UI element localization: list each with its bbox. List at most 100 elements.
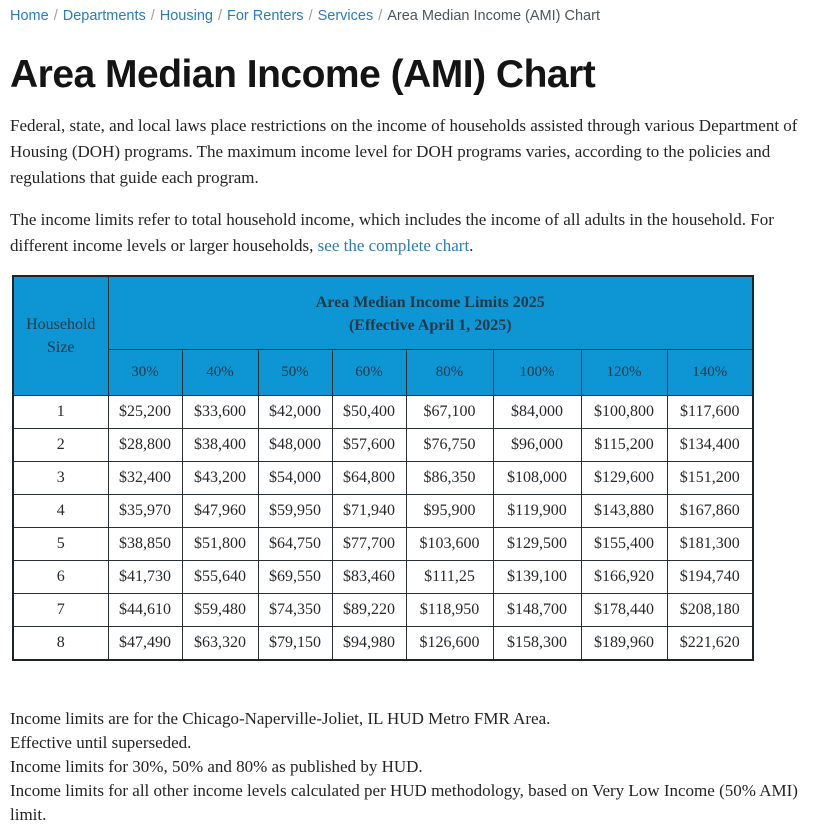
income-value-cell: $155,400 xyxy=(580,526,668,561)
column-header-40pct: 40% xyxy=(181,348,259,396)
income-value-cell: $167,860 xyxy=(666,493,754,528)
income-value-cell: $158,300 xyxy=(492,625,582,661)
income-value-cell: $84,000 xyxy=(492,394,582,429)
breadcrumb-link-for-renters[interactable]: For Renters xyxy=(227,8,304,24)
column-header-140pct: 140% xyxy=(666,348,754,396)
income-value-cell: $103,600 xyxy=(405,526,494,561)
table-title-cell: Area Median Income Limits 2025 (Effectiv… xyxy=(107,275,754,350)
income-value-cell: $47,490 xyxy=(107,625,183,661)
income-value-cell: $129,600 xyxy=(580,460,668,495)
income-value-cell: $108,000 xyxy=(492,460,582,495)
column-header-30pct: 30% xyxy=(107,348,183,396)
household-size-cell: 7 xyxy=(12,592,109,627)
column-header-100pct: 100% xyxy=(492,348,582,396)
income-value-cell: $64,800 xyxy=(331,460,407,495)
income-value-cell: $25,200 xyxy=(107,394,183,429)
column-header-60pct: 60% xyxy=(331,348,407,396)
table-title-line2: (Effective April 1, 2025) xyxy=(348,316,512,334)
household-size-cell: 4 xyxy=(12,493,109,528)
table-title-line1: Area Median Income Limits 2025 xyxy=(315,293,545,311)
income-value-cell: $38,850 xyxy=(107,526,183,561)
income-value-cell: $194,740 xyxy=(666,559,754,594)
income-value-cell: $126,600 xyxy=(405,625,494,661)
table-row: 7 $44,610 $59,480 $74,350 $89,220 $118,950 $14… xyxy=(12,592,754,627)
income-value-cell: $74,350 xyxy=(257,592,333,627)
income-value-cell: $43,200 xyxy=(181,460,259,495)
income-value-cell: $118,950 xyxy=(405,592,494,627)
breadcrumb-separator: / xyxy=(217,8,222,24)
breadcrumb-link-housing[interactable]: Housing xyxy=(159,8,213,24)
ami-table-header: Household Size Area Median Income Limits… xyxy=(12,275,754,396)
note-methodology: Income limits for all other income level… xyxy=(10,780,798,824)
breadcrumb: Home / Departments / Housing / For Renters / Ser… xyxy=(10,6,817,24)
income-value-cell: $148,700 xyxy=(492,592,582,627)
income-value-cell: $139,100 xyxy=(492,559,582,594)
income-value-cell: $89,220 xyxy=(331,592,407,627)
table-row: 8 $47,490 $63,320 $79,150 $94,980 $126,600 $15… xyxy=(12,625,754,661)
income-value-cell: $221,620 xyxy=(666,625,754,661)
income-value-cell: $129,500 xyxy=(492,526,582,561)
income-value-cell: $67,100 xyxy=(405,394,494,429)
income-value-cell: $189,960 xyxy=(580,625,668,661)
income-value-cell: $64,750 xyxy=(257,526,333,561)
household-size-cell: 2 xyxy=(12,427,109,462)
ami-table: Household Size Area Median Income Limits… xyxy=(12,274,754,661)
breadcrumb-link-services[interactable]: Services xyxy=(317,8,374,24)
income-value-cell: $151,200 xyxy=(666,460,754,495)
limits-paragraph-period: . xyxy=(469,235,474,255)
page-title: Area Median Income (AMI) Chart xyxy=(10,53,596,96)
notes-section: Income limits are for the Chicago-Naperv… xyxy=(10,707,817,827)
income-value-cell: $47,960 xyxy=(181,493,259,528)
household-size-header: Household Size xyxy=(12,275,109,396)
household-size-cell: 5 xyxy=(12,526,109,561)
income-value-cell: $55,640 xyxy=(181,559,259,594)
table-row: 5 $38,850 $51,800 $64,750 $77,700 $103,600 $12… xyxy=(12,526,754,561)
income-value-cell: $94,980 xyxy=(331,625,407,661)
household-size-cell: 3 xyxy=(12,460,109,495)
income-value-cell: $71,940 xyxy=(331,493,407,528)
note-area: Income limits are for the Chicago-Naperv… xyxy=(10,708,551,728)
table-row: 6 $41,730 $55,640 $69,550 $83,460 $111,25 $139… xyxy=(12,559,754,594)
income-value-cell: $32,400 xyxy=(107,460,183,495)
income-value-cell: $79,150 xyxy=(257,625,333,661)
complete-chart-link[interactable]: see the complete chart xyxy=(317,235,470,255)
limits-paragraph-text: The income limits refer to total househo… xyxy=(10,209,774,255)
column-header-50pct: 50% xyxy=(257,348,333,396)
income-value-cell: $95,900 xyxy=(405,493,494,528)
income-value-cell: $41,730 xyxy=(107,559,183,594)
breadcrumb-current-page: Area Median Income (AMI) Chart xyxy=(387,8,600,24)
column-header-80pct: 80% xyxy=(405,348,494,396)
note-hud-published: Income limits for 30%, 50% and 80% as pu… xyxy=(10,756,423,776)
breadcrumb-separator: / xyxy=(53,8,58,24)
income-value-cell: $57,600 xyxy=(331,427,407,462)
income-value-cell: $59,950 xyxy=(257,493,333,528)
income-value-cell: $119,900 xyxy=(492,493,582,528)
household-size-cell: 1 xyxy=(12,394,109,429)
income-value-cell: $83,460 xyxy=(331,559,407,594)
household-size-cell: 6 xyxy=(12,559,109,594)
table-row: 3 $32,400 $43,200 $54,000 $64,800 $86,350 $108… xyxy=(12,460,754,495)
breadcrumb-link-home[interactable]: Home xyxy=(10,8,49,24)
income-value-cell: $134,400 xyxy=(666,427,754,462)
income-value-cell: $77,700 xyxy=(331,526,407,561)
breadcrumb-link-departments[interactable]: Departments xyxy=(62,8,146,24)
income-value-cell: $76,750 xyxy=(405,427,494,462)
income-value-cell: $51,800 xyxy=(181,526,259,561)
income-value-cell: $100,800 xyxy=(580,394,668,429)
income-value-cell: $63,320 xyxy=(181,625,259,661)
income-value-cell: $86,350 xyxy=(405,460,494,495)
income-value-cell: $50,400 xyxy=(331,394,407,429)
income-value-cell: $35,970 xyxy=(107,493,183,528)
household-size-cell: 8 xyxy=(12,625,109,661)
note-effective: Effective until superseded. xyxy=(10,732,192,752)
income-value-cell: $115,200 xyxy=(580,427,668,462)
income-value-cell: $54,000 xyxy=(257,460,333,495)
breadcrumb-separator: / xyxy=(308,8,313,24)
intro-paragraph: Federal, state, and local laws place res… xyxy=(10,115,798,187)
income-value-cell: $111,25 xyxy=(405,559,494,594)
income-value-cell: $69,550 xyxy=(257,559,333,594)
breadcrumb-separator: / xyxy=(378,8,383,24)
breadcrumb-separator: / xyxy=(150,8,155,24)
income-value-cell: $117,600 xyxy=(666,394,754,429)
